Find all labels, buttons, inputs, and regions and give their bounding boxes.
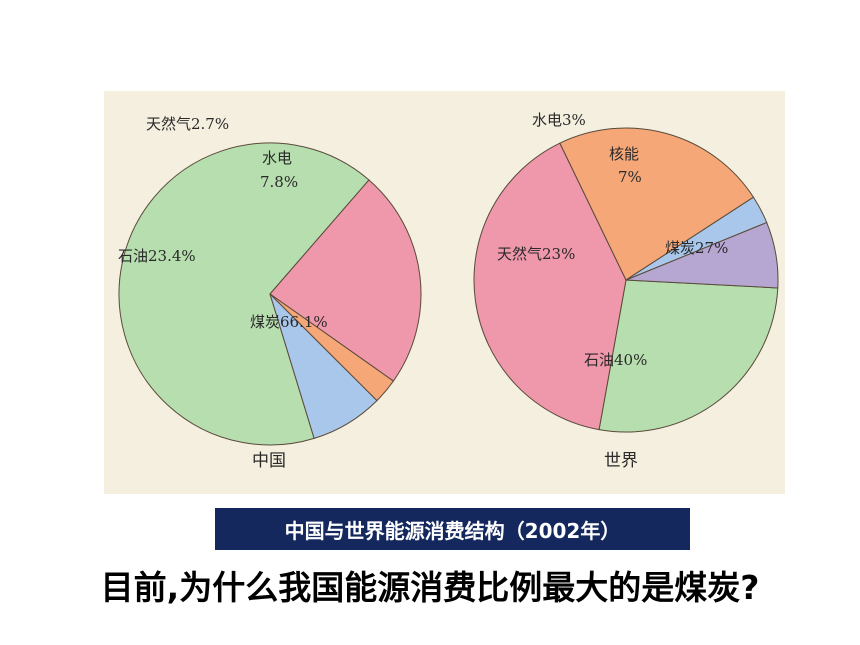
world-label-nuclear-value: 7% [618,168,642,186]
world-label-oil: 石油40% [584,351,647,369]
world-chart-caption: 世界 [604,451,638,471]
question-heading: 目前,为什么我国能源消费比例最大的是煤炭? [100,568,760,607]
world-label-hydro: 水电3% [532,111,586,129]
china-slice-hydro [269,293,378,440]
world-slice-oil [473,142,627,431]
world-label-natural-gas: 天然气23% [497,245,575,263]
china-chart-caption: 中国 [252,451,286,471]
pie-chart-china [118,142,422,446]
world-label-coal: 煤炭27% [665,239,728,257]
china-label-natural-gas: 天然气2.7% [146,115,229,133]
figure-caption: 中国与世界能源消费结构（2002年） [215,508,690,550]
world-slice-natural-gas [559,127,755,281]
energy-pie-figure: 天然气2.7% 水电 7.8% 石油23.4% 煤炭66.1% 中国 水电3% … [104,91,785,494]
pie-chart-world [473,127,779,433]
world-label-nuclear-name: 核能 [609,145,639,163]
china-label-hydro-name: 水电 [262,149,292,167]
world-slice-coal [598,279,779,433]
world-slice-nuclear [625,221,779,289]
china-slice-oil [269,179,422,382]
china-label-hydro-value: 7.8% [260,173,298,191]
china-label-oil: 石油23.4% [118,247,196,265]
china-label-coal: 煤炭66.1% [250,313,328,331]
china-slice-coal [118,142,370,446]
pie-charts-svg: 天然气2.7% 水电 7.8% 石油23.4% 煤炭66.1% 中国 水电3% … [118,111,779,471]
